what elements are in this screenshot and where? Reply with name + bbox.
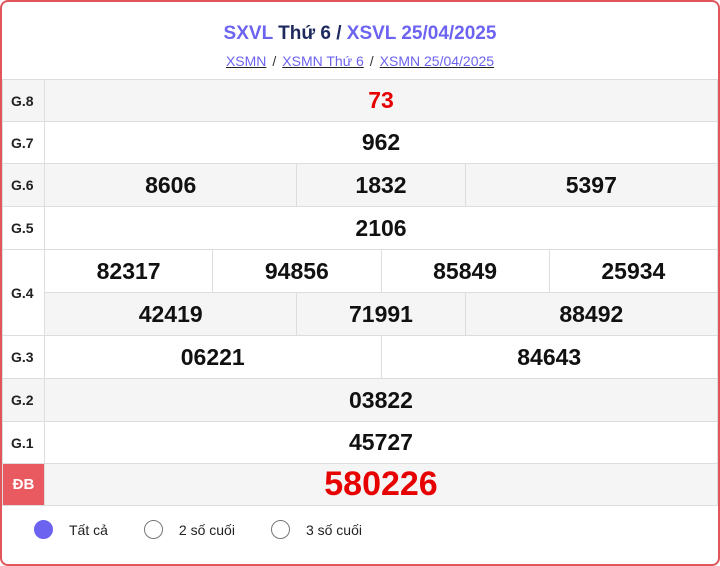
title-separator: / (336, 23, 342, 44)
row-g8: G.8 73 (2, 79, 718, 122)
row-g4a: G.4 82317 94856 85849 25934 (2, 249, 718, 336)
breadcrumb-xsmn-weekday[interactable]: XSMN Thứ 6 (282, 53, 364, 69)
title-link-sxvl[interactable]: SXVL (223, 23, 273, 44)
digit-filter: Tất cả 2 số cuối 3 số cuối (34, 520, 398, 539)
prize-number: 73 (44, 79, 718, 122)
breadcrumb-separator: / (369, 53, 374, 69)
prize-number: 06221 (44, 335, 382, 379)
prize-number: 71991 (296, 292, 466, 336)
prize-number: 88492 (464, 292, 718, 336)
radio-selected-icon[interactable] (34, 520, 53, 539)
prize-label: G.6 (2, 163, 45, 207)
prize-number: 962 (44, 121, 718, 164)
breadcrumb-xsmn-date[interactable]: XSMN 25/04/2025 (379, 53, 495, 69)
results-table: G.8 73 G.7 962 G.6 8606 1832 5397 G.5 2106 G.4… (2, 79, 718, 506)
prize-number: 8606 (43, 163, 298, 207)
filter-last-2[interactable]: 2 số cuối (143, 520, 235, 539)
filter-label: Tất cả (69, 521, 108, 538)
filter-all[interactable]: Tất cả (34, 520, 108, 539)
prize-number: 1832 (296, 163, 466, 207)
breadcrumb-separator: / (272, 53, 277, 69)
row-special: ĐB 580226 (2, 463, 718, 506)
prize-label: G.5 (2, 206, 45, 250)
prize-number: 82317 (43, 249, 214, 293)
row-g7: G.7 962 (2, 121, 718, 164)
breadcrumb-xsmn[interactable]: XSMN (225, 53, 267, 69)
page-title: SXVL Thứ 6 / XSVL 25/04/2025 (2, 23, 718, 45)
prize-number: 94856 (212, 249, 382, 293)
prize-number: 85849 (380, 249, 550, 293)
prize-number: 42419 (43, 292, 298, 336)
prize-number: 84643 (380, 335, 718, 379)
row-g5: G.5 2106 (2, 206, 718, 250)
prize-label: G.1 (2, 421, 45, 464)
row-g1: G.1 45727 (2, 421, 718, 464)
prize-label: G.8 (2, 79, 45, 122)
title-link-date[interactable]: XSVL 25/04/2025 (346, 23, 497, 44)
prize-label: G.2 (2, 378, 45, 422)
row-g2: G.2 03822 (2, 378, 718, 422)
prize-number: 5397 (464, 163, 718, 207)
prize-number: 2106 (44, 206, 718, 250)
prize-label: G.7 (2, 121, 45, 164)
filter-label: 2 số cuối (178, 521, 235, 538)
prize-number: 25934 (548, 249, 718, 293)
breadcrumb: XSMN / XSMN Thứ 6 / XSMN 25/04/2025 (2, 53, 718, 73)
prize-label: G.4 (2, 249, 45, 336)
prize-number: 45727 (44, 421, 718, 464)
special-prize-number: 580226 (44, 463, 718, 506)
filter-last-3[interactable]: 3 số cuối (270, 520, 362, 539)
prize-label: G.3 (2, 335, 45, 379)
radio-icon[interactable] (143, 520, 163, 539)
row-g3: G.3 06221 84643 (2, 335, 718, 379)
filter-label: 3 số cuối (305, 521, 362, 538)
radio-icon[interactable] (270, 520, 290, 539)
row-g6: G.6 8606 1832 5397 (2, 163, 718, 207)
special-prize-label: ĐB (2, 463, 45, 506)
row-g4b: 42419 71991 88492 (3, 292, 718, 336)
title-weekday: Thứ 6 (278, 23, 331, 44)
prize-number: 03822 (44, 378, 718, 422)
